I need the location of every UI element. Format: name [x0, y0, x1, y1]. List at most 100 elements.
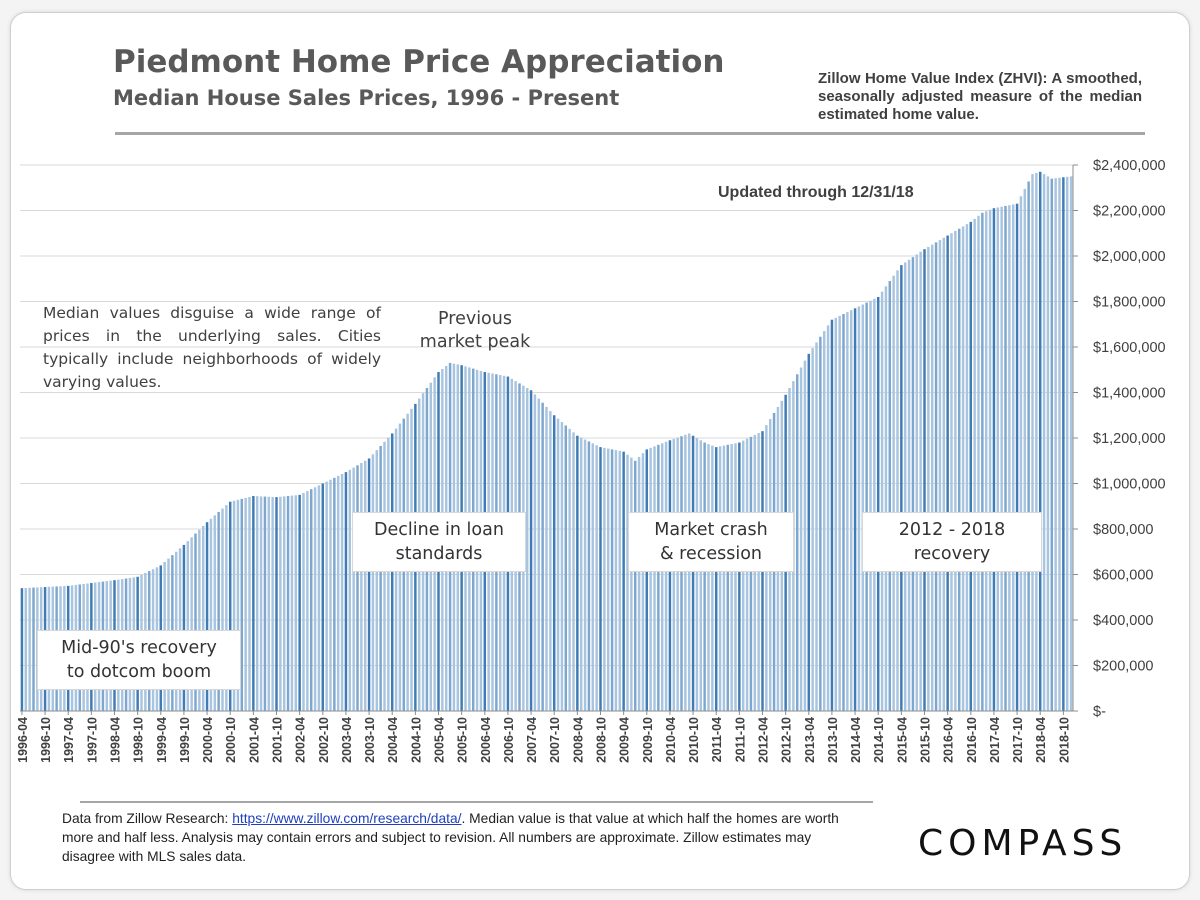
- price-bar: [622, 451, 625, 711]
- price-bar: [965, 224, 969, 711]
- price-bar: [178, 548, 182, 711]
- price-bar: [564, 425, 568, 711]
- price-bar: [664, 441, 668, 711]
- price-bar: [896, 270, 899, 711]
- price-bar: [1031, 174, 1034, 712]
- price-bar: [583, 439, 587, 711]
- price-bar: [371, 454, 375, 711]
- price-bar: [205, 522, 209, 711]
- price-bar: [321, 483, 325, 711]
- x-tick-label: 2014-04: [849, 717, 863, 763]
- price-bar: [591, 443, 595, 711]
- price-bar: [1065, 176, 1069, 711]
- price-bar: [279, 496, 282, 711]
- price-bar: [545, 406, 548, 711]
- price-bar: [738, 442, 741, 711]
- x-tick-label: 2009-10: [641, 717, 655, 763]
- price-bar: [298, 494, 301, 711]
- price-bar: [1011, 204, 1015, 711]
- price-bar: [799, 367, 803, 711]
- price-bar: [869, 300, 872, 711]
- x-tick-label: 2000-10: [224, 717, 238, 763]
- price-bar: [240, 498, 244, 711]
- price-bar: [387, 437, 390, 711]
- chart-subtitle: Median House Sales Prices, 1996 - Presen…: [113, 86, 620, 110]
- price-bar: [20, 588, 24, 711]
- x-tick-label: 2005-10: [456, 717, 470, 763]
- y-tick-label: $600,000: [1093, 568, 1153, 584]
- price-bar: [263, 496, 267, 711]
- price-bar: [830, 319, 834, 711]
- annotation-recovery: 2012 - 2018 recovery: [862, 512, 1042, 572]
- x-tick-label: 2011-10: [733, 717, 747, 762]
- zillow-research-link[interactable]: https://www.zillow.com/research/data/: [232, 811, 462, 826]
- price-bar: [568, 428, 571, 711]
- price-bar: [1027, 181, 1030, 711]
- x-tick-label: 2015-04: [895, 717, 909, 763]
- price-bar: [730, 444, 733, 711]
- price-bar: [822, 331, 826, 711]
- price-bar: [969, 221, 973, 711]
- footer-note: Data from Zillow Research: https://www.z…: [62, 809, 862, 866]
- y-tick-label: $1,800,000: [1093, 295, 1166, 311]
- price-bar: [317, 485, 321, 711]
- price-bar: [1008, 205, 1011, 712]
- price-bar: [927, 246, 930, 711]
- price-bar: [379, 445, 382, 711]
- price-bar: [946, 235, 949, 711]
- y-tick-label: $1,000,000: [1093, 477, 1166, 493]
- price-bar: [549, 411, 552, 711]
- price-bar: [672, 438, 676, 711]
- price-bar: [915, 254, 919, 711]
- annotation-recovery-line1: 2012 - 2018: [898, 520, 1006, 540]
- price-bar: [225, 505, 228, 711]
- price-bar: [645, 449, 649, 711]
- x-tick-label: 2013-10: [826, 717, 840, 763]
- price-bar: [560, 422, 564, 711]
- x-tick-label: 1998-04: [109, 717, 123, 763]
- price-bar: [838, 315, 841, 711]
- price-bar: [857, 306, 861, 711]
- price-bar: [707, 444, 710, 711]
- price-bar: [329, 479, 332, 711]
- price-bar: [695, 438, 699, 711]
- x-tick-label: 1996-10: [39, 717, 53, 763]
- price-bar: [842, 314, 845, 711]
- price-bar: [572, 432, 575, 711]
- price-bar: [676, 437, 679, 711]
- price-bar: [610, 449, 614, 711]
- x-tick-label: 2008-10: [595, 717, 609, 763]
- price-bar: [938, 240, 942, 711]
- x-tick-label: 2007-04: [525, 717, 539, 763]
- price-bar: [699, 440, 703, 711]
- price-bar: [190, 537, 193, 711]
- price-bar: [722, 445, 726, 711]
- price-bar: [1004, 205, 1007, 711]
- price-bar: [244, 497, 247, 711]
- price-bar: [302, 492, 305, 711]
- y-tick-label: $2,000,000: [1093, 249, 1166, 265]
- price-bar: [819, 336, 822, 711]
- price-bar: [1054, 178, 1057, 711]
- price-bar: [1000, 206, 1003, 712]
- x-tick-label: 1999-04: [155, 717, 169, 763]
- price-bar: [834, 317, 838, 711]
- price-bar: [745, 438, 749, 711]
- price-bar: [32, 587, 35, 711]
- price-bar: [977, 215, 980, 711]
- x-tick-label: 2013-04: [803, 717, 817, 763]
- median-note: Median values disguise a wide range of p…: [43, 304, 381, 391]
- price-bar: [1023, 188, 1027, 711]
- price-bar: [1046, 176, 1050, 711]
- price-bar: [587, 441, 591, 711]
- price-bar: [876, 296, 880, 711]
- price-bar: [680, 436, 683, 711]
- x-tick-label: 2018-04: [1034, 717, 1048, 763]
- price-bar: [24, 587, 28, 711]
- price-bar: [541, 402, 544, 711]
- peak-note-line1: Previous: [438, 309, 512, 329]
- price-bar: [657, 444, 660, 711]
- price-bar: [360, 463, 363, 711]
- price-bar: [741, 440, 745, 711]
- price-bar: [714, 447, 718, 711]
